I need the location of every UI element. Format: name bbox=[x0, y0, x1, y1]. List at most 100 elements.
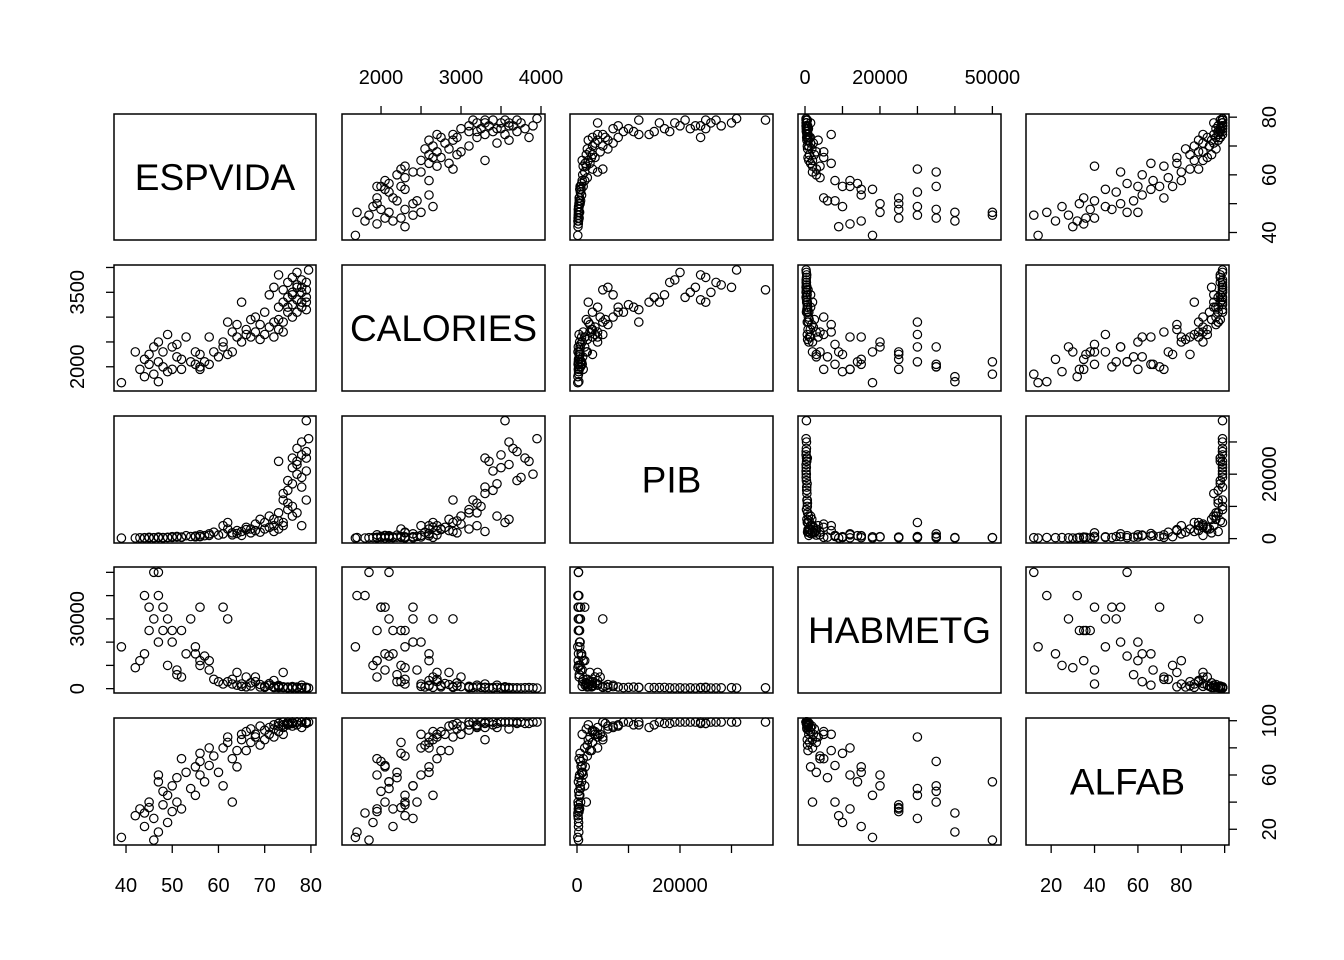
data-point bbox=[931, 756, 941, 767]
data-point bbox=[1137, 190, 1147, 200]
data-point bbox=[801, 459, 811, 470]
data-point bbox=[731, 717, 742, 727]
data-point bbox=[1111, 187, 1121, 197]
data-point bbox=[372, 804, 382, 814]
data-point bbox=[731, 683, 742, 693]
data-point bbox=[504, 437, 514, 447]
data-point bbox=[292, 717, 302, 727]
data-point bbox=[852, 356, 863, 367]
panel-frame bbox=[797, 415, 1002, 544]
data-point bbox=[1180, 527, 1191, 537]
data-point bbox=[1078, 532, 1089, 542]
data-point bbox=[384, 567, 394, 578]
data-point bbox=[364, 567, 374, 578]
data-point bbox=[581, 347, 592, 357]
panel-frame bbox=[113, 415, 317, 544]
data-point bbox=[269, 719, 279, 730]
data-point bbox=[301, 292, 312, 303]
data-point bbox=[1033, 641, 1043, 652]
data-point bbox=[130, 533, 141, 543]
data-point bbox=[292, 307, 302, 317]
data-point bbox=[408, 602, 418, 612]
data-point bbox=[176, 625, 187, 636]
data-point bbox=[818, 147, 829, 157]
data-point bbox=[400, 751, 410, 761]
data-point bbox=[282, 277, 293, 288]
data-point bbox=[818, 193, 829, 203]
data-point bbox=[587, 349, 598, 360]
data-point bbox=[573, 827, 584, 837]
data-point bbox=[269, 514, 279, 525]
data-point bbox=[1078, 354, 1089, 365]
data-point bbox=[587, 324, 598, 335]
panel-frame bbox=[797, 113, 1002, 241]
data-point bbox=[603, 135, 613, 145]
data-point bbox=[273, 456, 284, 467]
data-point bbox=[1100, 347, 1111, 357]
panel-espvida-vs-habmetg bbox=[797, 113, 1002, 241]
data-point bbox=[400, 625, 410, 636]
data-point bbox=[246, 737, 256, 748]
data-point bbox=[802, 289, 812, 300]
data-point bbox=[1148, 175, 1158, 186]
data-point bbox=[241, 324, 251, 335]
data-point bbox=[807, 797, 818, 807]
data-point bbox=[190, 347, 201, 357]
data-point bbox=[912, 732, 923, 742]
data-point bbox=[1072, 216, 1082, 226]
data-point bbox=[830, 339, 840, 350]
data-point bbox=[716, 121, 726, 131]
data-point bbox=[250, 729, 261, 740]
data-point bbox=[1133, 637, 1143, 647]
x-tick-label: 20 bbox=[1040, 875, 1062, 897]
data-point bbox=[875, 531, 885, 542]
data-point bbox=[1074, 625, 1085, 636]
data-point bbox=[664, 718, 675, 729]
data-point bbox=[204, 665, 214, 675]
data-point bbox=[669, 717, 680, 727]
data-point bbox=[801, 446, 811, 457]
data-point bbox=[292, 267, 302, 278]
data-point bbox=[1176, 655, 1187, 666]
data-point bbox=[278, 682, 288, 693]
panel-frame bbox=[569, 566, 774, 694]
data-point bbox=[227, 797, 238, 807]
data-point bbox=[1057, 532, 1067, 543]
panel-frame bbox=[113, 717, 317, 846]
data-point bbox=[912, 210, 923, 220]
y-tick-label: 100 bbox=[1259, 704, 1281, 737]
data-point bbox=[301, 446, 312, 457]
panel-calories-vs-calories: CALORIES bbox=[341, 264, 546, 392]
data-point bbox=[815, 751, 825, 761]
panel-habmetg-vs-pib bbox=[569, 566, 774, 694]
data-point bbox=[352, 207, 362, 218]
data-point bbox=[236, 337, 247, 347]
data-point bbox=[700, 682, 711, 693]
data-point bbox=[837, 201, 848, 212]
data-point bbox=[162, 790, 173, 801]
data-point bbox=[1074, 364, 1085, 375]
data-point bbox=[706, 118, 716, 128]
data-point bbox=[837, 748, 848, 759]
data-point bbox=[241, 745, 251, 756]
data-point bbox=[1078, 364, 1089, 375]
data-point bbox=[222, 517, 233, 528]
y-tick-label: 60 bbox=[1259, 164, 1281, 186]
data-point bbox=[167, 532, 177, 543]
data-point bbox=[213, 767, 224, 778]
data-point bbox=[236, 297, 247, 307]
data-point bbox=[579, 655, 590, 666]
data-point bbox=[1033, 230, 1043, 241]
data-point bbox=[380, 797, 390, 807]
data-point bbox=[628, 719, 639, 730]
data-point bbox=[352, 827, 362, 837]
panel-frame bbox=[1025, 415, 1230, 544]
panel-frame bbox=[1025, 264, 1230, 392]
data-point bbox=[822, 772, 833, 783]
data-point bbox=[218, 743, 228, 753]
data-point bbox=[149, 567, 159, 578]
data-point bbox=[573, 590, 584, 601]
data-point bbox=[716, 682, 726, 693]
data-point bbox=[408, 167, 418, 177]
data-point bbox=[690, 717, 701, 727]
